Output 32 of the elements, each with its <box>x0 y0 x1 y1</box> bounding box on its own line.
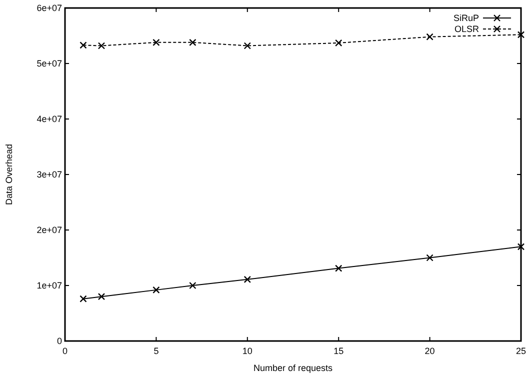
y-tick-label: 6e+07 <box>36 3 62 13</box>
point <box>80 42 87 49</box>
y-tick-label: 0 <box>56 336 62 346</box>
y-tick-label: 1e+07 <box>36 280 62 290</box>
x-tick-label: 20 <box>424 346 435 356</box>
y-tick-label: 4e+07 <box>36 114 62 124</box>
y-axis-title: Data Overhead <box>4 144 14 206</box>
y-tick-label: 2e+07 <box>36 225 62 235</box>
x-tick-label: 25 <box>516 346 526 356</box>
point <box>98 42 106 50</box>
x-tick-label: 15 <box>334 346 344 356</box>
point <box>517 243 525 250</box>
point <box>189 282 196 290</box>
point <box>152 38 160 46</box>
point <box>189 38 196 46</box>
y-tick-label: 5e+07 <box>36 58 62 68</box>
x-tick-label: 10 <box>242 346 252 356</box>
legend-label: SiRuP <box>453 13 479 23</box>
point <box>426 33 434 40</box>
point <box>517 31 525 38</box>
point <box>152 286 160 294</box>
point <box>244 42 251 50</box>
legend-label: OLSR <box>454 24 480 34</box>
point <box>335 264 342 272</box>
x-tick-label: 5 <box>154 346 159 356</box>
point <box>98 293 106 300</box>
point <box>80 295 87 302</box>
y-tick-label: 3e+07 <box>36 170 62 180</box>
point <box>335 39 342 47</box>
x-axis-title: Number of requests <box>253 363 334 373</box>
point <box>244 276 251 283</box>
point <box>426 254 434 262</box>
